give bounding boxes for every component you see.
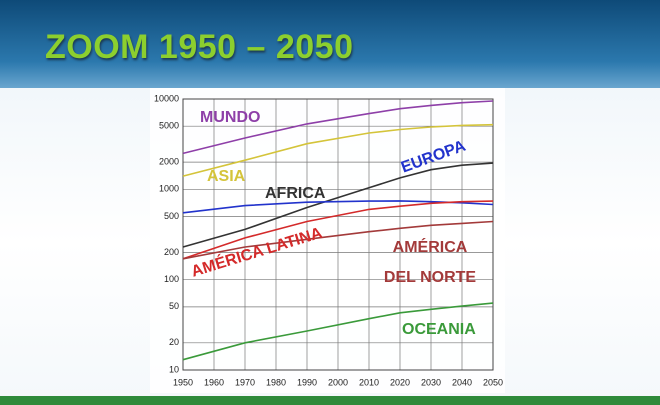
x-tick-label: 1990 [297, 377, 317, 387]
y-tick-label: 10 [169, 364, 179, 374]
series-line [182, 100, 494, 155]
x-tick-label: 2030 [421, 377, 441, 387]
x-tick-label: 1950 [173, 377, 193, 387]
y-tick-label: 1000 [159, 184, 179, 194]
y-tick-label: 10000 [154, 93, 179, 103]
y-tick-label: 100 [164, 274, 179, 284]
x-tick-label: 1970 [235, 377, 255, 387]
y-tick-label: 50 [169, 301, 179, 311]
header-band [0, 0, 660, 88]
x-tick-label: 2010 [359, 377, 379, 387]
y-tick-label: 2000 [159, 157, 179, 167]
y-tick-label: 5000 [159, 121, 179, 131]
x-tick-label: 1960 [204, 377, 224, 387]
x-tick-label: 2000 [328, 377, 348, 387]
series-line [182, 200, 494, 260]
x-tick-label: 2020 [390, 377, 410, 387]
y-tick-label: 200 [164, 247, 179, 257]
plot-frame [182, 98, 494, 371]
series-line [182, 302, 494, 361]
series-line [182, 123, 494, 177]
footer-bar [0, 396, 660, 405]
series-label: OCEANIA [402, 321, 476, 338]
x-tick-label: 1980 [266, 377, 286, 387]
slide-title: ZOOM 1950 – 2050 [45, 28, 354, 66]
series-line [182, 220, 494, 260]
x-tick-label: 2050 [483, 377, 503, 387]
x-tick-label: 2040 [452, 377, 472, 387]
y-tick-label: 20 [169, 337, 179, 347]
series-label: AMÉRICA DEL NORTE [383, 239, 477, 286]
y-tick-label: 500 [164, 211, 179, 221]
series-line [182, 162, 494, 248]
series-label: ASIA [207, 168, 246, 185]
series-label: AFRICA [265, 185, 326, 202]
plot-background [150, 88, 505, 393]
series-label: MUNDO [200, 109, 261, 126]
